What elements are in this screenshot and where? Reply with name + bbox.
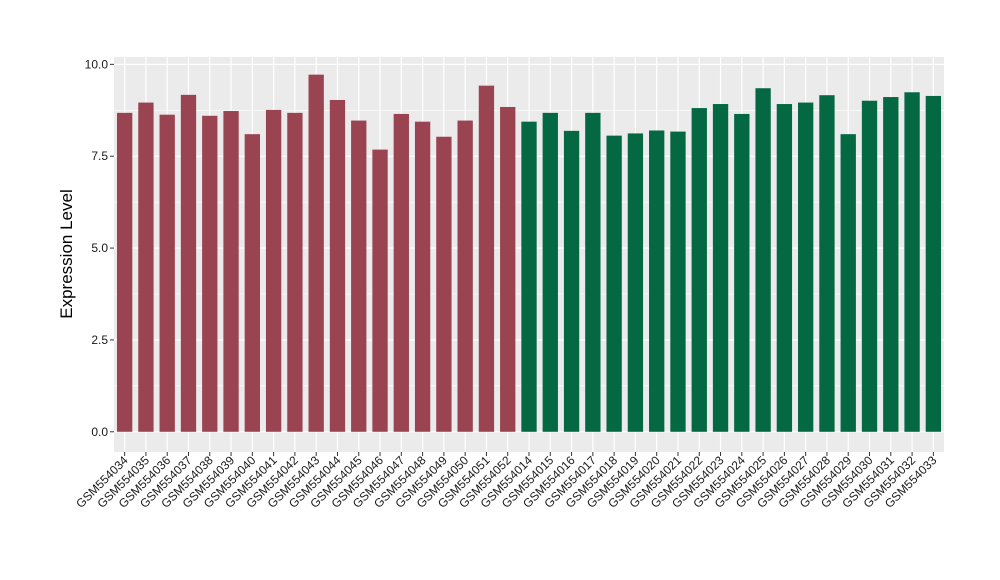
bar <box>798 102 814 432</box>
bar <box>606 135 622 432</box>
y-tick-label: 5.0 <box>91 241 108 255</box>
y-tick-label: 2.5 <box>91 333 108 347</box>
bar <box>457 120 473 432</box>
bar <box>138 102 154 432</box>
bar <box>159 114 175 432</box>
bar <box>202 115 218 432</box>
bar <box>670 131 686 432</box>
bar <box>840 134 856 432</box>
bar <box>542 112 558 432</box>
x-axis: GSM554034GSM554035GSM554036GSM554037GSM5… <box>73 452 940 511</box>
bars <box>116 74 942 432</box>
bar <box>861 100 878 432</box>
y-tick-label: 10.0 <box>85 57 109 71</box>
bar <box>223 111 239 432</box>
bar <box>180 94 197 432</box>
bar <box>883 97 899 432</box>
bar <box>904 92 920 432</box>
y-axis: 0.0 2.5 5.0 7.5 10.0 <box>85 57 114 439</box>
bar <box>244 134 260 432</box>
bar <box>691 108 707 432</box>
bar <box>393 113 409 432</box>
bar <box>563 130 580 432</box>
bar <box>351 120 367 432</box>
bar <box>649 130 665 432</box>
y-tick-label: 7.5 <box>91 149 108 163</box>
bar <box>521 121 537 432</box>
bar <box>436 136 452 432</box>
bar <box>627 133 644 432</box>
bar <box>287 112 303 432</box>
bar <box>755 88 771 432</box>
bar <box>925 95 942 432</box>
bar <box>734 113 750 432</box>
bar <box>478 85 495 432</box>
y-axis-title: Expression Level <box>57 189 76 318</box>
bar <box>265 109 282 432</box>
y-tick-label: 0.0 <box>91 425 108 439</box>
bar <box>585 112 601 432</box>
bar <box>329 99 346 432</box>
bar <box>116 112 133 432</box>
bar <box>819 95 835 432</box>
bar <box>500 106 516 432</box>
bar <box>414 121 431 432</box>
bar <box>712 104 729 432</box>
bar <box>776 104 793 432</box>
bar <box>308 74 324 432</box>
bar <box>372 149 388 432</box>
